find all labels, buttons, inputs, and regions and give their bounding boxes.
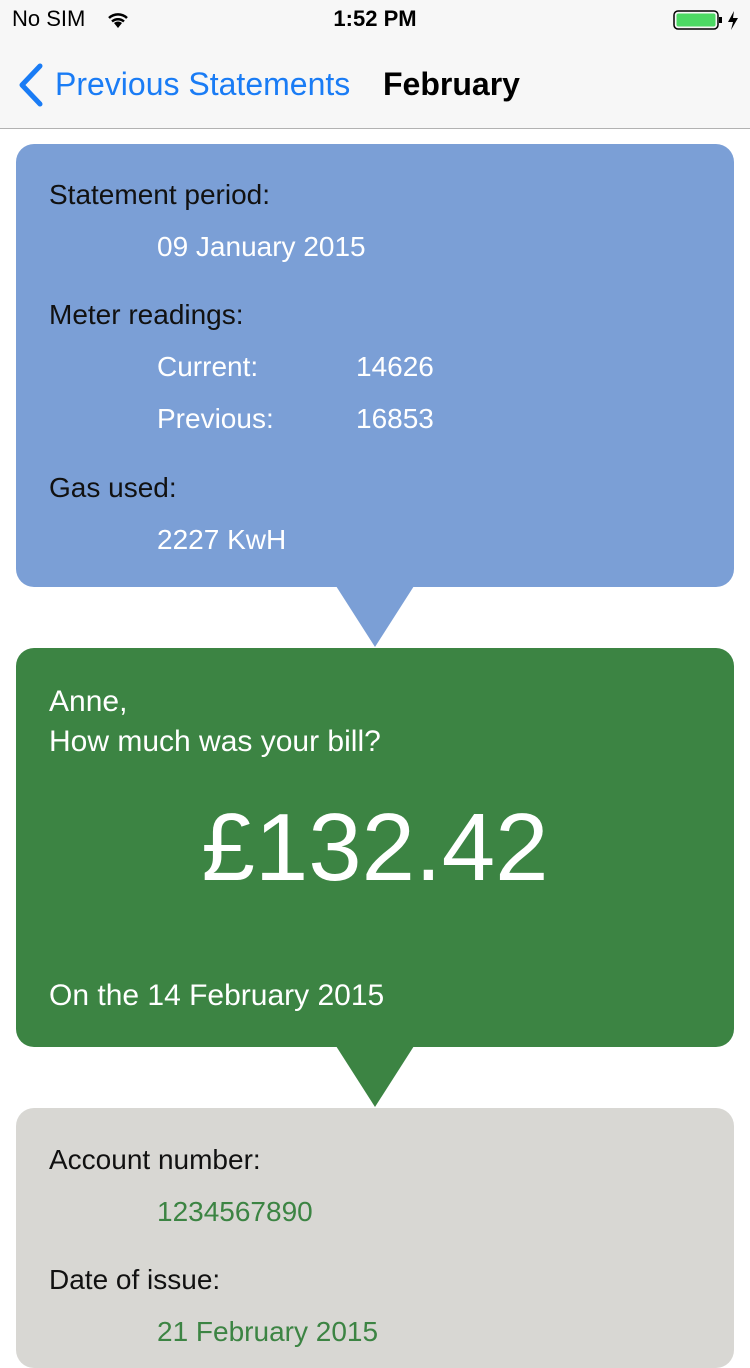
- pointer: [336, 586, 414, 647]
- status-bar: No SIM 1:52 PM: [0, 0, 750, 40]
- bill-card: Anne, How much was your bill? £132.42 On…: [16, 648, 734, 1047]
- clock: 1:52 PM: [333, 6, 417, 31]
- label: Statement period:: [49, 179, 271, 210]
- value: 14626: [356, 351, 434, 382]
- value: 16853: [356, 403, 434, 434]
- value: 21 February 2015: [157, 1316, 379, 1347]
- pointer: [336, 1046, 414, 1107]
- back-button[interactable]: Previous Statements: [55, 66, 351, 102]
- label: Current:: [157, 351, 259, 382]
- label: Meter readings:: [49, 299, 244, 330]
- label: Date of issue:: [49, 1264, 221, 1295]
- value: 2227 KwH: [157, 524, 287, 555]
- nav-bar: Previous Statements February: [0, 40, 750, 129]
- question: How much was your bill?: [49, 725, 381, 758]
- battery-icon: [673, 10, 738, 30]
- account-card: Account number: 1234567890 Date of issue…: [16, 1108, 734, 1368]
- label: Gas used:: [49, 472, 177, 503]
- usage-card: Statement period: 09 January 2015 Meter …: [16, 144, 734, 587]
- label: Account number:: [49, 1144, 261, 1175]
- nav-title: February: [383, 66, 520, 102]
- wifi-icon: [108, 13, 128, 28]
- carrier: No SIM: [12, 6, 86, 31]
- value: 09 January 2015: [157, 231, 366, 262]
- bill-date: On the 14 February 2015: [49, 979, 385, 1012]
- label: Previous:: [157, 403, 274, 434]
- bill-amount: £132.42: [201, 794, 549, 901]
- value: 1234567890: [157, 1196, 313, 1227]
- back-chevron[interactable]: [16, 62, 44, 108]
- greeting: Anne,: [49, 685, 128, 718]
